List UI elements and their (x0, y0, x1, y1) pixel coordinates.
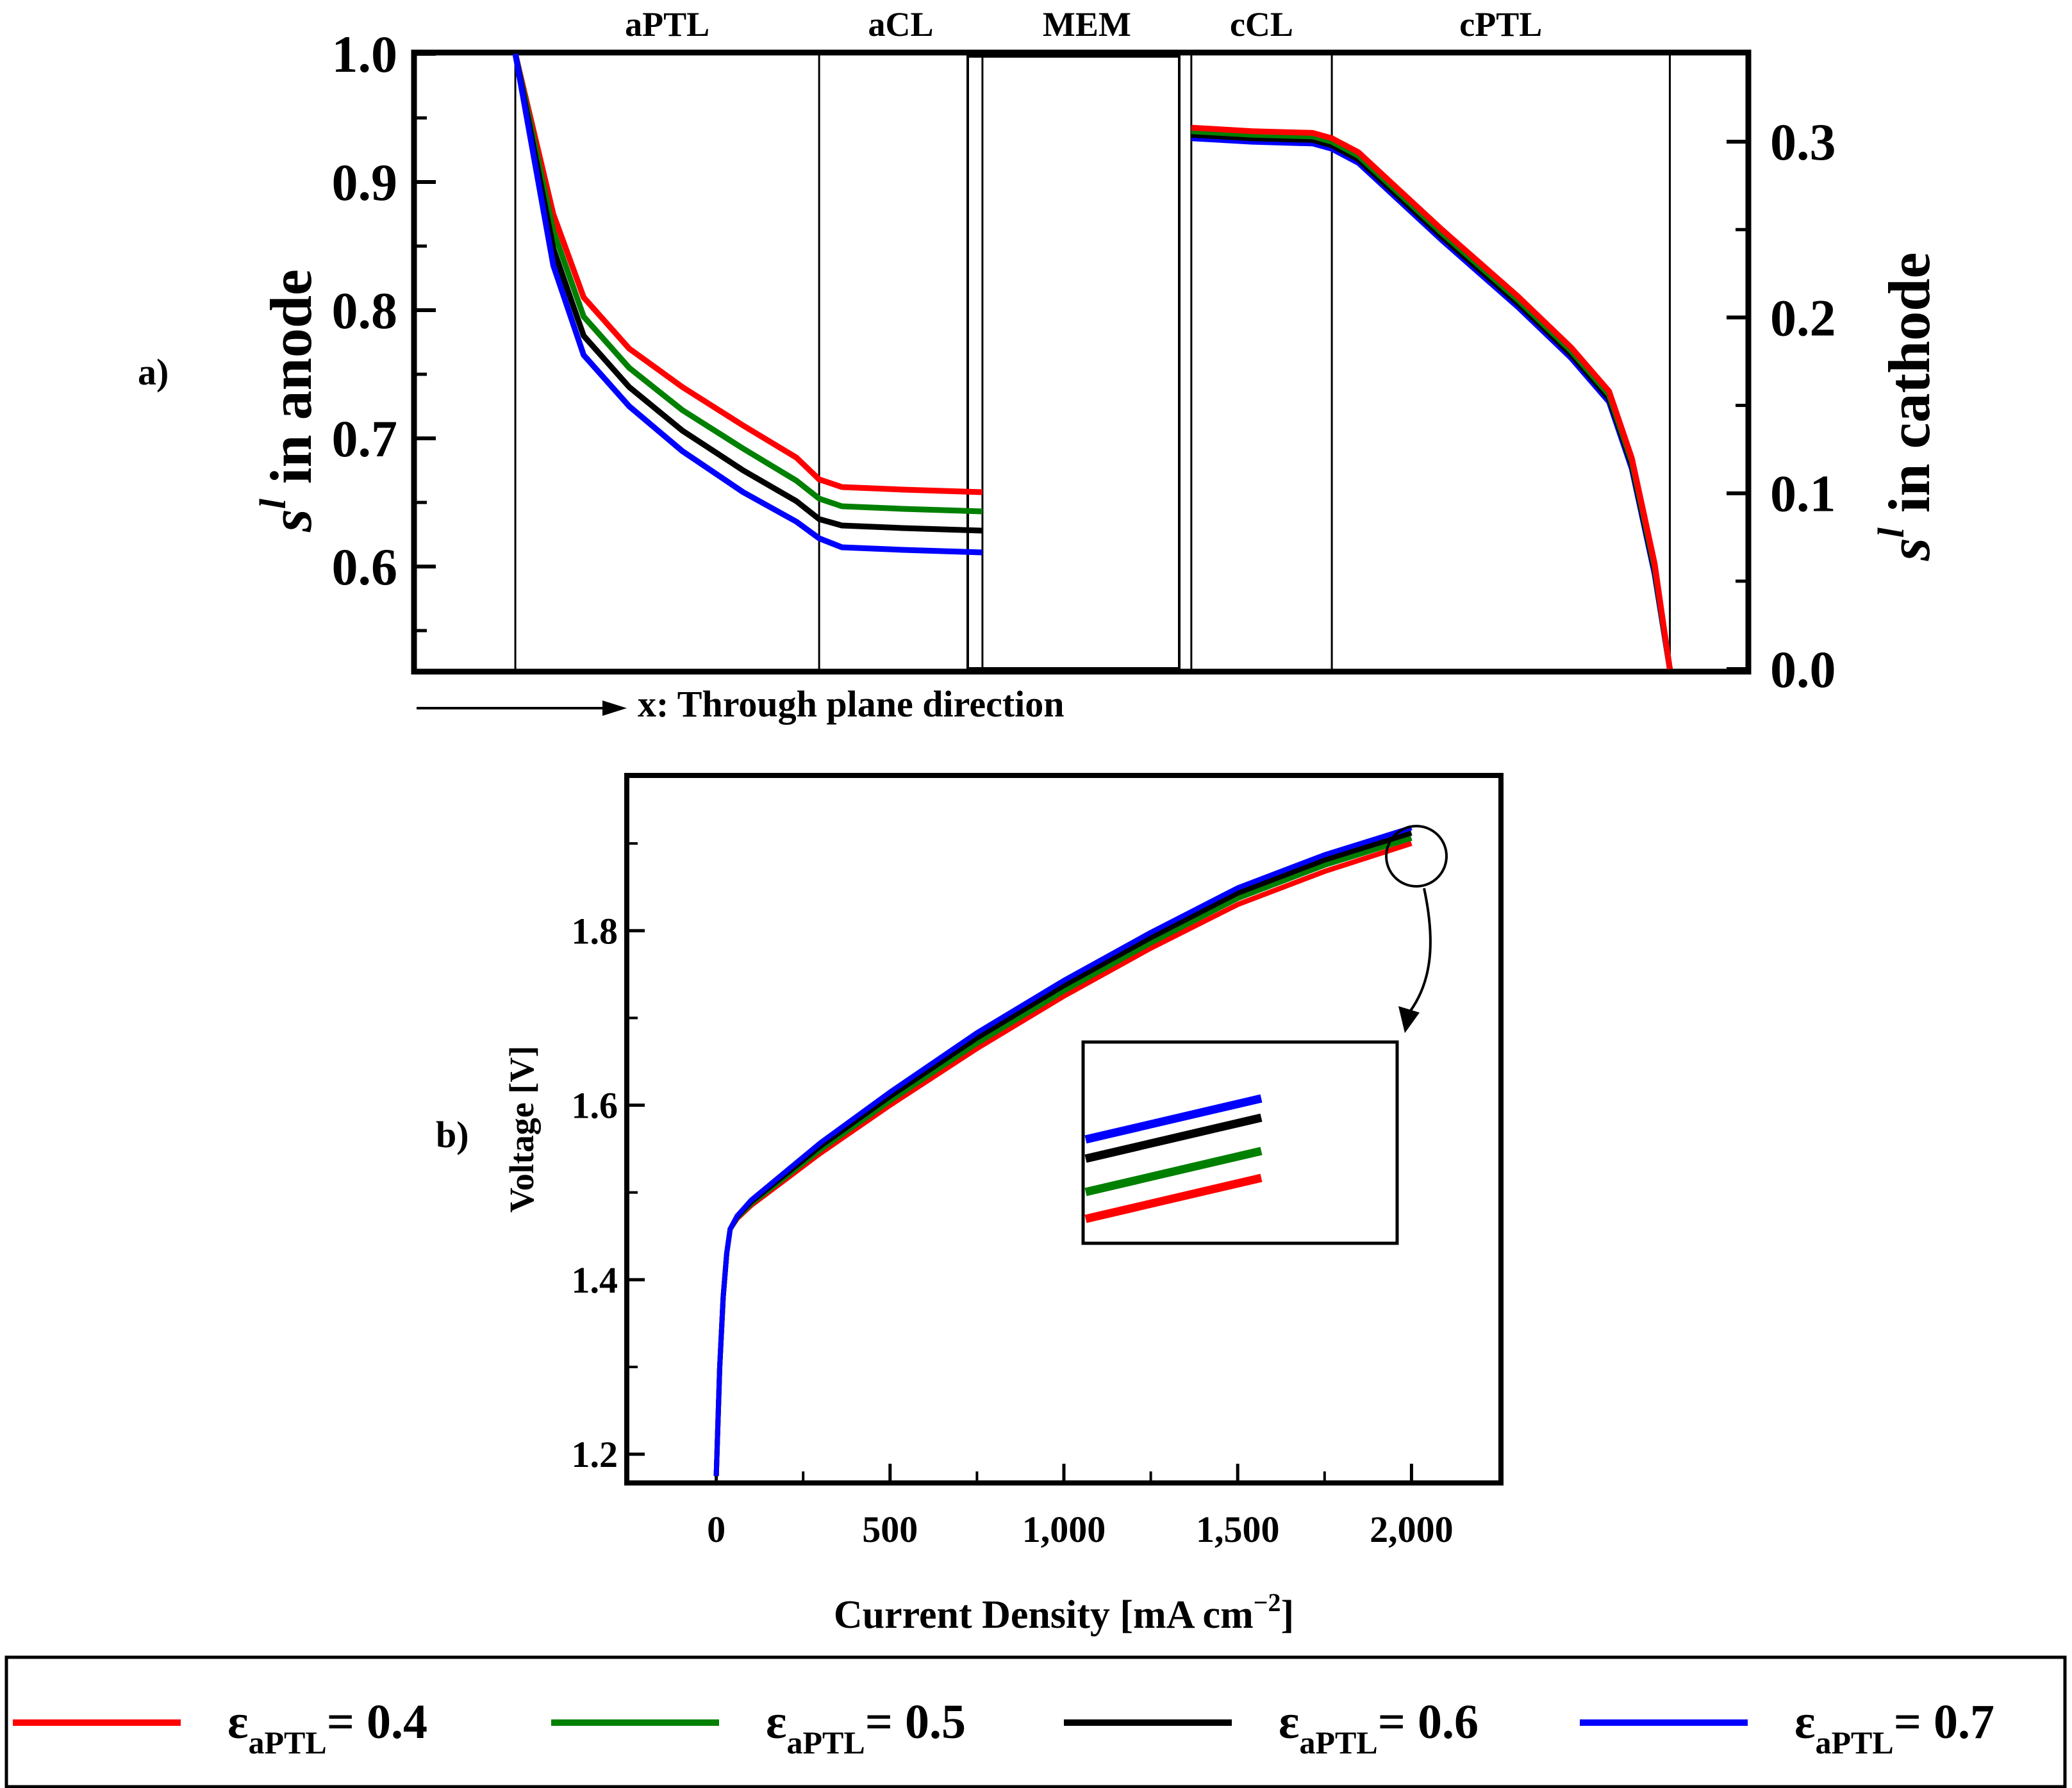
left-axis-label-sup: l (252, 498, 294, 509)
legend-label-1: εaPTL= 0.5 (766, 1695, 966, 1760)
legend-symbol: ε (766, 1695, 786, 1749)
direction-label: x: Through plane direction (638, 683, 1065, 725)
anode-line-3 (512, 53, 983, 556)
legend-symbol: ε (1794, 1695, 1815, 1749)
x-axis-label: Current Density [mA cm−2] (834, 1588, 1294, 1637)
zoom-circle (1385, 825, 1448, 888)
cathode-line-3 (1191, 124, 1673, 670)
left-axis-ticks: 1.0 0.9 0.8 0.7 0.6 (332, 25, 436, 633)
zoom-arrow-head (1398, 1006, 1420, 1033)
legend-label-3: εaPTL= 0.7 (1794, 1695, 1994, 1760)
legend-value: = 0.6 (1378, 1695, 1479, 1749)
right-axis-label-rest: in cathode (1877, 252, 1942, 527)
polarization-series-lines (713, 825, 1413, 1477)
region-label-mem: MEM (1043, 5, 1131, 44)
region-labels: aPTL aCL MEM cCL cPTL (625, 5, 1542, 44)
legend-subscript: aPTL (1815, 1725, 1893, 1760)
y-tick-label: 1.2 (572, 1434, 618, 1475)
inset-line-2 (1084, 1113, 1263, 1163)
panel-b-chart: b) 0 500 1,000 1,500 2,000 1.2 1.4 1.6 1.8 Volt… (436, 773, 1504, 1637)
x-tick-label: 0 (707, 1509, 725, 1550)
legend: εaPTL= 0.4 εaPTL= 0.5 εaPTL= 0.6 εaPTL= 0.7 (4, 1655, 2067, 1788)
x-axis-label-close: ] (1281, 1593, 1295, 1637)
legend-value: = 0.7 (1894, 1695, 1994, 1749)
left-tick-label: 0.7 (332, 410, 398, 468)
left-axis-label-rest: in anode (258, 269, 324, 499)
right-tick-label: 0.1 (1770, 465, 1836, 523)
cathode-series-lines (1191, 124, 1673, 670)
right-axis-label-sup: l (1870, 527, 1912, 538)
y-tick-label: 1.6 (572, 1085, 618, 1127)
y-axis-label: Voltage [V] (502, 1046, 541, 1213)
legend-subscript: aPTL (786, 1725, 865, 1760)
region-boundaries (514, 54, 1671, 669)
panel-b-label: b) (436, 1114, 469, 1155)
legend-label-0: εaPTL= 0.4 (228, 1695, 427, 1760)
cathode-line-2 (1191, 128, 1673, 670)
x-tick-label: 500 (862, 1509, 918, 1550)
zoom-arrow-curve (1405, 888, 1432, 1017)
inset-line-0 (1084, 1173, 1263, 1223)
region-label-acl: aCL (868, 5, 934, 44)
inset-line-1 (1084, 1146, 1263, 1196)
inset-line-3 (1084, 1094, 1263, 1144)
panel-a-chart: a) aPTL aCL MEM cCL cPTL 1.0 0.9 0.8 0.7 0.6 0.3… (138, 5, 1942, 725)
left-tick-label: 0.6 (332, 538, 398, 596)
left-tick-label: 0.8 (332, 281, 398, 340)
right-axis-label-base: s (1877, 538, 1942, 561)
panel-b-plot-frame (624, 773, 1504, 1486)
anode-line-2 (512, 53, 983, 534)
membrane-region-box (966, 55, 1181, 670)
inset-frame (1081, 1040, 1399, 1245)
right-tick-label: 0.0 (1770, 640, 1836, 699)
left-tick-label: 1.0 (332, 25, 398, 83)
anode-series-lines (512, 53, 983, 556)
region-label-ccl: cCL (1230, 5, 1293, 44)
panel-a-label: a) (138, 351, 169, 393)
inset-series-lines (1084, 1094, 1263, 1223)
region-label-aptl: aPTL (625, 5, 709, 44)
anode-line-1 (512, 53, 983, 515)
x-axis-label-base: Current Density [mA cm (834, 1593, 1254, 1637)
legend-symbol: ε (228, 1695, 248, 1749)
anode-line-0 (512, 53, 983, 495)
x-axis-label-sup: −2 (1254, 1588, 1281, 1617)
x-axis-ticks: 0 500 1,000 1,500 2,000 (707, 1464, 1454, 1550)
polarization-line-3 (713, 825, 1413, 1477)
region-label-cptl: cPTL (1459, 5, 1542, 44)
legend-value: = 0.5 (865, 1695, 966, 1749)
legend-value: = 0.4 (327, 1695, 427, 1749)
right-axis-ticks: 0.3 0.2 0.1 0.0 (1727, 113, 1836, 699)
y-tick-label: 1.8 (572, 910, 618, 952)
left-axis-label-base: s (258, 509, 324, 533)
right-axis-label: sl in cathode (1870, 252, 1942, 561)
direction-arrow-head (602, 700, 627, 716)
right-tick-label: 0.3 (1770, 113, 1836, 171)
x-tick-label: 1,000 (1022, 1509, 1106, 1550)
legend-subscript: aPTL (1299, 1725, 1377, 1760)
y-axis-ticks: 1.2 1.4 1.6 1.8 (572, 842, 645, 1475)
legend-entries: εaPTL= 0.4 εaPTL= 0.5 εaPTL= 0.6 εaPTL= 0.7 (13, 1695, 1994, 1760)
right-tick-label: 0.2 (1770, 288, 1836, 347)
legend-label-2: εaPTL= 0.6 (1279, 1695, 1479, 1760)
cathode-line-1 (1191, 131, 1673, 670)
panel-a-plot-frame (411, 49, 1752, 675)
left-axis-label: sl in anode (252, 269, 324, 533)
x-tick-label: 1,500 (1196, 1509, 1280, 1550)
legend-subscript: aPTL (248, 1725, 326, 1760)
legend-symbol: ε (1279, 1695, 1299, 1749)
x-tick-label: 2,000 (1370, 1509, 1454, 1550)
y-tick-label: 1.4 (572, 1259, 618, 1301)
legend-frame (4, 1655, 2067, 1788)
left-tick-label: 0.9 (332, 153, 398, 211)
